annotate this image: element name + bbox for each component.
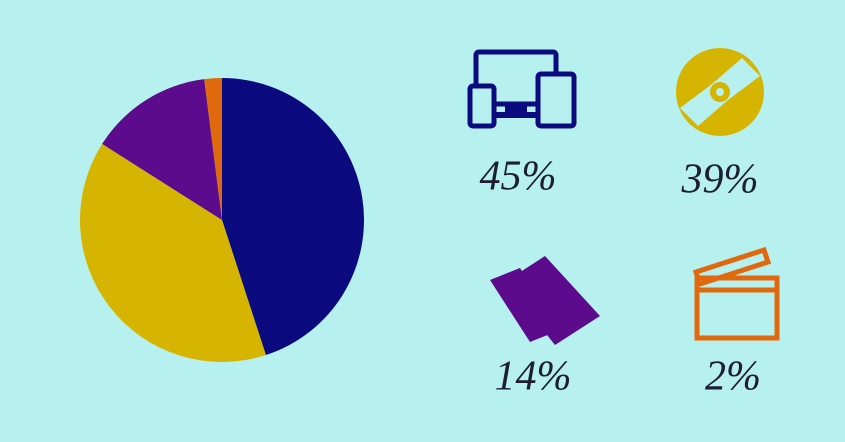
disc-icon	[676, 48, 764, 136]
value-label: 2%	[705, 354, 761, 400]
value-label: 45%	[480, 154, 557, 200]
pie-slice	[204, 78, 222, 220]
clapperboard-icon	[692, 246, 780, 341]
pie-slice	[222, 78, 364, 356]
tickets-icon	[490, 256, 600, 345]
devices-icon	[467, 49, 577, 129]
value-label: 39%	[681, 157, 759, 203]
pie-slice	[79, 143, 266, 362]
value-label: 14%	[495, 354, 572, 400]
pie-slice	[102, 79, 222, 220]
